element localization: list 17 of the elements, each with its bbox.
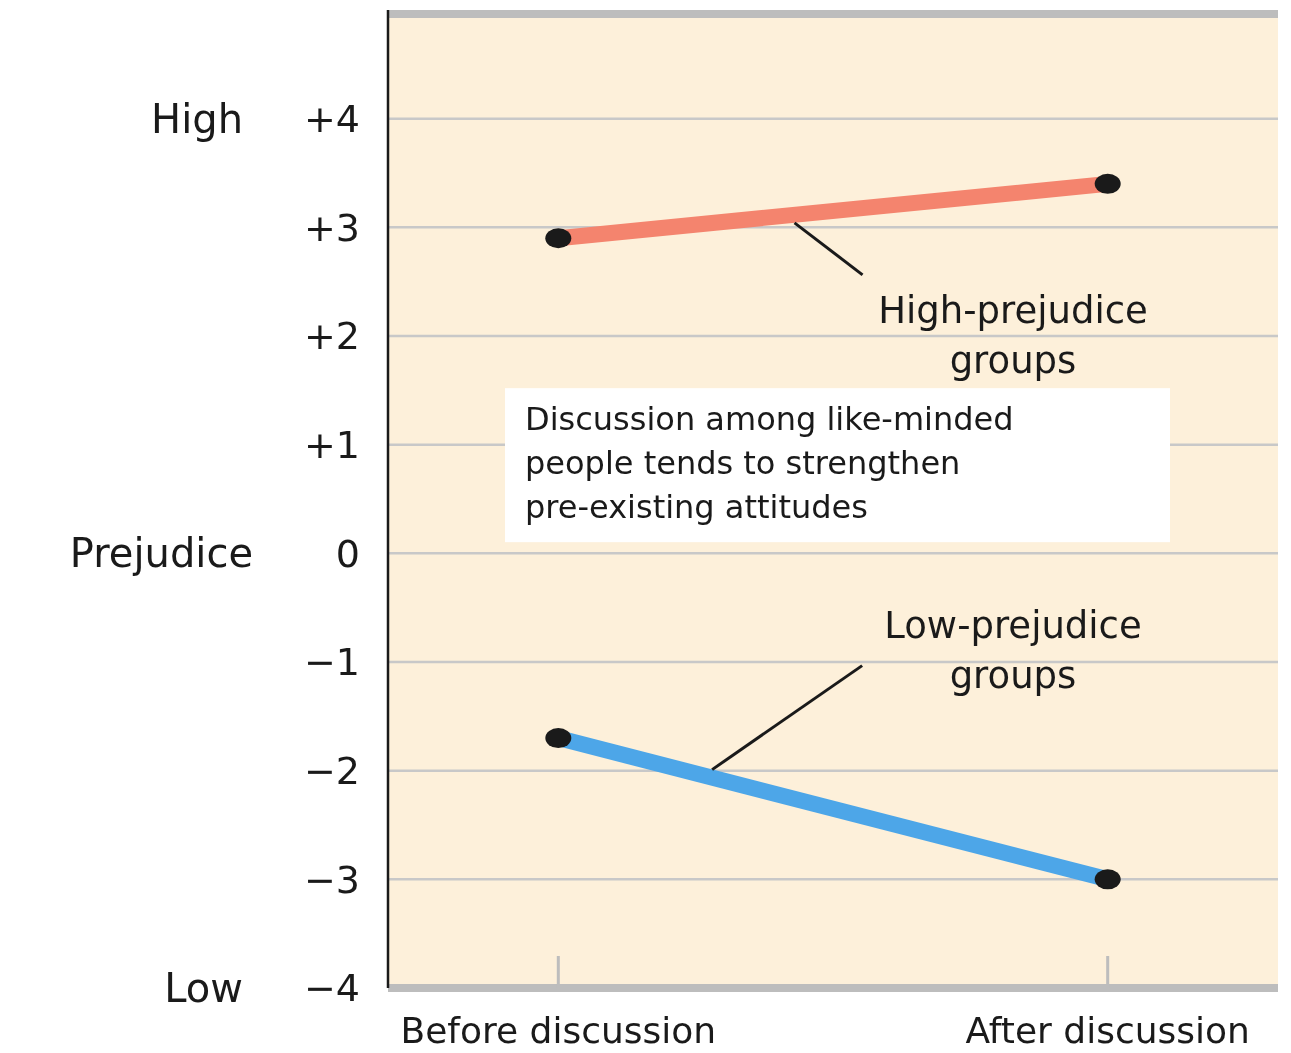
x-tick-label: Before discussion (400, 1010, 717, 1051)
y-tick-label: +3 (303, 205, 360, 250)
x-tick-label: After discussion (965, 1010, 1250, 1051)
y-tick-label: −3 (303, 857, 360, 902)
y-axis-title: Prejudice (69, 530, 253, 577)
y-tick-label: −2 (303, 748, 360, 793)
text: Low (164, 965, 243, 1011)
text: Low-prejudice groups (884, 604, 1142, 698)
y-tick-label: −1 (303, 640, 360, 685)
text: High (151, 95, 243, 142)
y-tick-label: +1 (303, 422, 360, 467)
text: High-prejudice groups (878, 289, 1148, 383)
y-tick-label: 0 (335, 531, 360, 576)
y-tick-label: +2 (303, 314, 360, 359)
y-tick-label: −4 (303, 966, 360, 1011)
annotation: Discussion among like-minded people tends to strengthen pre-existing attitudes (525, 400, 1014, 527)
y-tick-label: +4 (303, 96, 360, 141)
